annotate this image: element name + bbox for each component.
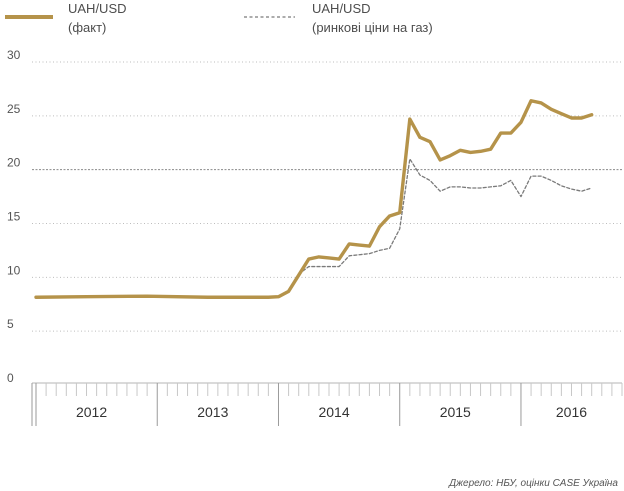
x-year-label-2015: 2015 — [440, 404, 471, 420]
legend-label-fact-line1: UAH/USD — [68, 1, 127, 16]
y-tick-label-20: 20 — [7, 156, 21, 170]
y-tick-label-5: 5 — [7, 317, 14, 331]
y-tick-label-30: 30 — [7, 48, 21, 62]
series-line-1 — [298, 158, 593, 275]
y-tick-label-0: 0 — [7, 371, 14, 385]
legend-label-fact-line2: (факт) — [68, 20, 106, 35]
y-tick-label-25: 25 — [7, 102, 21, 116]
source-note: Джерело: НБУ, оцінки CASE Україна — [448, 478, 618, 489]
y-tick-label-15: 15 — [7, 210, 21, 224]
series-line-0 — [34, 99, 594, 299]
x-year-label-2013: 2013 — [197, 404, 228, 420]
legend-label-gas-line2: (ринкові ціни на газ) — [312, 20, 433, 35]
x-year-label-2016: 2016 — [556, 404, 587, 420]
x-year-label-2014: 2014 — [318, 404, 349, 420]
series-layer — [34, 99, 594, 299]
legend-label-gas-line1: UAH/USD — [312, 1, 371, 16]
x-year-label-2012: 2012 — [76, 404, 107, 420]
legend: UAH/USD (факт) UAH/USD (ринкові ціни на … — [5, 1, 433, 35]
grid — [32, 61, 622, 332]
x-axis: 2012 2013 2014 2015 2016 — [31, 382, 623, 426]
y-tick-label-10: 10 — [7, 263, 21, 277]
y-axis-labels: 0 5 10 15 20 25 30 — [7, 48, 21, 385]
